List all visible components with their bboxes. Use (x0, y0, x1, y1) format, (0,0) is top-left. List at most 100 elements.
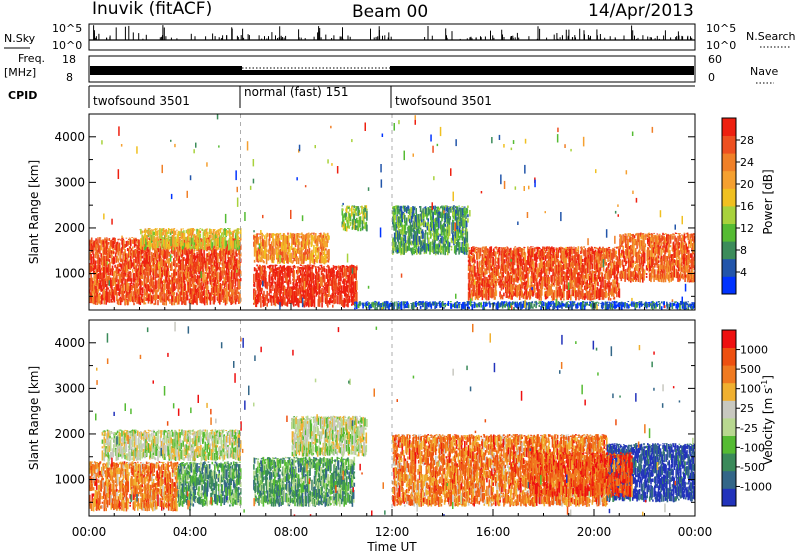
power-cell (336, 266, 338, 269)
power-cell (480, 248, 482, 256)
power-cell (322, 293, 324, 303)
power-cell (581, 246, 583, 247)
power-cell (97, 237, 99, 238)
power-cell (112, 268, 114, 270)
power-cell (553, 247, 555, 249)
power-cell (280, 233, 282, 235)
power-cell (479, 261, 481, 266)
power-cell (592, 295, 594, 297)
power-cell (348, 296, 350, 303)
power-cell (644, 253, 646, 264)
power-cell (592, 255, 594, 263)
power-cell (206, 229, 208, 230)
freq-band-segment-2 (242, 70, 390, 75)
power-cell (328, 249, 330, 260)
power-cell (415, 208, 417, 214)
power-cell (270, 288, 272, 293)
nave-tick-high: 60 (708, 53, 722, 66)
power-cell (213, 230, 215, 231)
power-cell (200, 234, 202, 238)
power-cell (366, 205, 368, 208)
power-cell (636, 278, 638, 280)
power-cell (259, 236, 261, 240)
power-cell (157, 300, 159, 305)
power-cell (273, 265, 275, 267)
power-cell (183, 230, 185, 233)
power-cell (482, 247, 484, 249)
power-cell (499, 266, 501, 269)
power-cell (142, 287, 144, 293)
power-cell (633, 245, 635, 255)
power-cell (467, 214, 469, 217)
power-cell (164, 302, 166, 305)
power-cell (236, 253, 238, 257)
power-cell (419, 230, 421, 234)
power-cell (468, 248, 470, 249)
power-cell (176, 230, 178, 231)
power-cell (578, 246, 580, 249)
power-cell (463, 228, 465, 231)
power-cell (313, 274, 315, 279)
nave-label: Nave (750, 65, 778, 78)
power-cell (644, 270, 646, 275)
power-cell (114, 296, 116, 302)
power-cell (313, 265, 315, 266)
power-cell (210, 235, 212, 238)
power-cell (138, 253, 140, 262)
power-cell (528, 278, 530, 288)
power-cell (130, 272, 132, 278)
power-cell (172, 247, 174, 250)
freq-band-segment-1 (90, 66, 242, 75)
power-cell (494, 258, 496, 265)
power-cell (563, 298, 565, 300)
power-cell (155, 280, 157, 289)
power-cell (141, 274, 143, 279)
power-cell (273, 249, 275, 259)
power-cell (229, 272, 231, 277)
power-cell (474, 260, 476, 264)
power-cell (290, 281, 292, 285)
power-cell (216, 238, 218, 246)
power-cell (496, 283, 498, 287)
power-cell (172, 302, 174, 305)
power-cell (347, 288, 349, 290)
power-cell (557, 253, 559, 259)
power-cell (295, 266, 297, 267)
nsearch-tick-high: 10^5 (706, 22, 736, 35)
power-cell (229, 228, 231, 229)
power-cell (653, 233, 655, 234)
power-cell (362, 207, 364, 209)
power-cell (554, 285, 556, 287)
power-cell (350, 222, 352, 226)
power-cell (497, 279, 499, 281)
power-cell (328, 236, 330, 240)
power-cell (348, 207, 350, 208)
date-title: 14/Apr/2013 (588, 1, 694, 21)
power-cell (590, 264, 592, 269)
power-cell (255, 290, 257, 295)
power-cell (114, 257, 116, 264)
power-cell (261, 288, 263, 291)
power-cell (571, 247, 573, 255)
power-cell (496, 247, 498, 248)
power-cell (313, 245, 315, 253)
power-cell (573, 247, 575, 248)
power-cell (514, 247, 516, 248)
power-cell (360, 228, 362, 232)
power-cell (360, 216, 362, 224)
power-cell (287, 233, 289, 235)
power-cell (486, 293, 488, 301)
power-cell (645, 244, 647, 248)
power-cell (599, 270, 601, 274)
power-cell (266, 233, 268, 237)
power-cell (299, 242, 301, 246)
power-cell (503, 293, 505, 297)
power-cell (549, 277, 551, 284)
power-cell (268, 254, 270, 261)
power-cell (265, 266, 267, 269)
nave-tick-low: 0 (708, 71, 715, 84)
nsky-series (89, 25, 695, 40)
power-cell (283, 233, 285, 234)
